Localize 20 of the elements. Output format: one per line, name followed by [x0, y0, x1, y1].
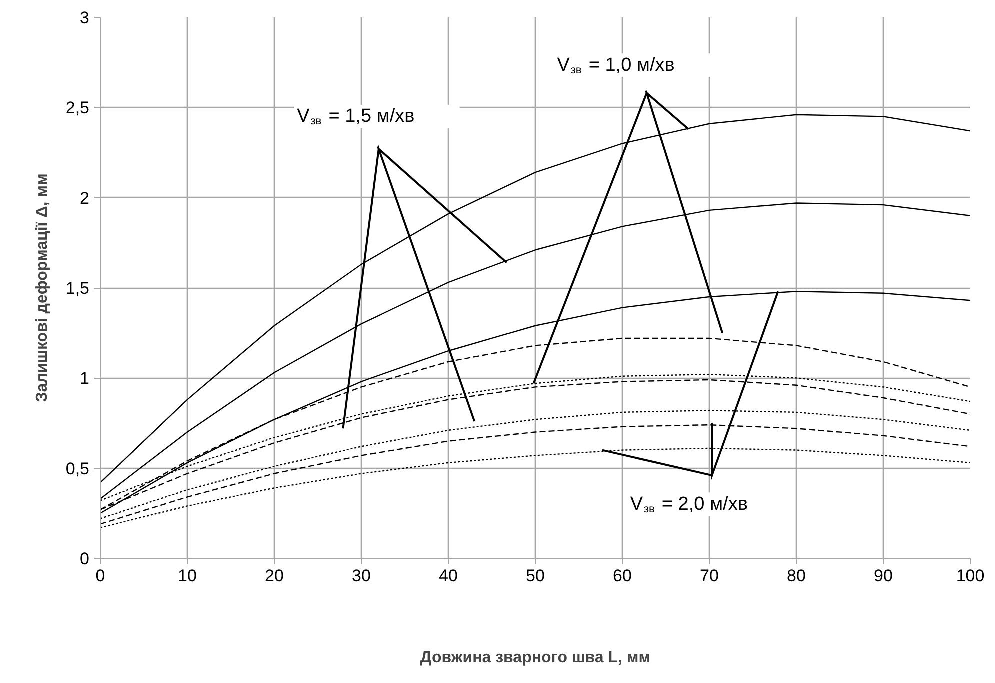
x-tick-label: 60	[613, 566, 632, 586]
x-tick-label: 50	[526, 566, 545, 586]
x-tick-label: 0	[96, 566, 106, 586]
x-tick-label: 40	[439, 566, 458, 586]
y-tick-label: 2	[80, 188, 90, 208]
x-tick-label: 30	[352, 566, 371, 586]
x-tick-label: 100	[956, 566, 985, 586]
x-tick-label: 80	[787, 566, 806, 586]
y-tick-label: 1,5	[66, 279, 90, 298]
y-tick-label: 2,5	[66, 98, 90, 118]
x-tick-label: 90	[874, 566, 893, 586]
y-tick-label: 3	[80, 8, 90, 28]
y-axis-title: Залишкові деформації Δ, мм	[34, 174, 51, 402]
y-tick-label: 1	[80, 369, 90, 388]
x-axis-title: Довжина зварного шва L, мм	[420, 650, 651, 666]
y-tick-label: 0,5	[66, 459, 90, 478]
x-tick-label: 20	[265, 566, 284, 586]
y-tick-label: 0	[80, 550, 90, 568]
x-tick-label: 70	[700, 566, 719, 586]
x-tick-label: 10	[178, 566, 197, 586]
